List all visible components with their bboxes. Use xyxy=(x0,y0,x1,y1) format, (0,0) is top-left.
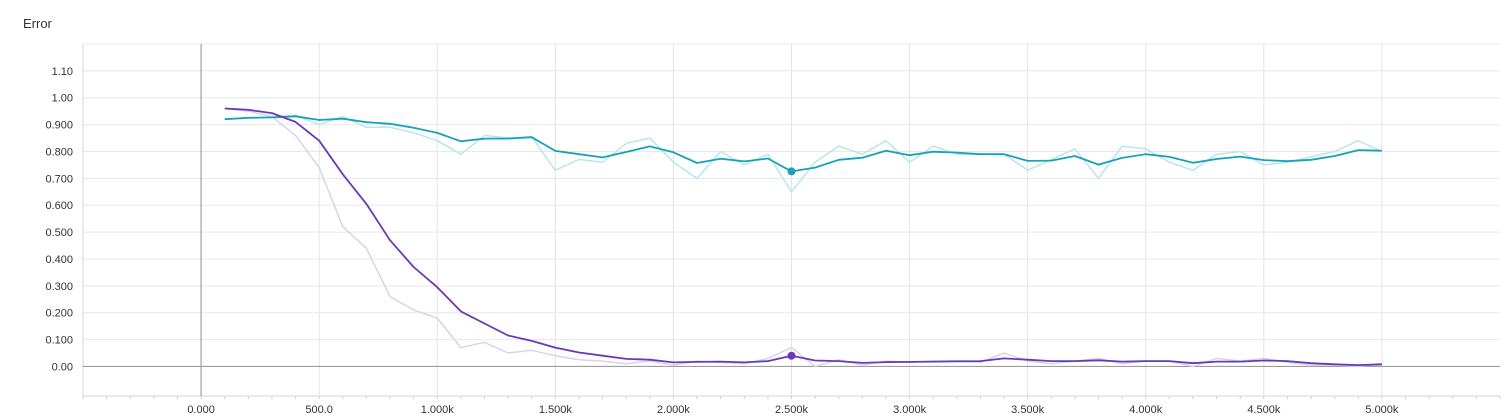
x-tick-label: 4.500k xyxy=(1247,404,1281,416)
x-tick-label: 2.500k xyxy=(775,404,809,416)
y-tick-label: 0.00 xyxy=(52,361,73,373)
y-tick-label: 1.10 xyxy=(52,66,73,78)
x-tick-label: 3.500k xyxy=(1011,404,1045,416)
y-tick-label: 0.900 xyxy=(45,120,73,132)
y-tick-label: 1.00 xyxy=(52,93,73,105)
raw-series-line-0 xyxy=(224,114,1383,193)
tick-label-layer: 0.000 500.0 1.000k 1.500k 2.000k 2.500k 3.000k… xyxy=(45,66,1398,416)
y-tick-label: 0.400 xyxy=(45,254,73,266)
grid-layer xyxy=(83,44,1500,396)
y-tick-label: 0.100 xyxy=(45,335,73,347)
y-tick-label: 0.600 xyxy=(45,200,73,212)
x-tick-label: 500.0 xyxy=(305,404,333,416)
smoothed-series-line-1 xyxy=(224,107,1382,367)
raw-series-line-1 xyxy=(224,107,1382,368)
y-tick-label: 0.800 xyxy=(45,146,73,158)
hover-point-1 xyxy=(787,351,796,360)
x-tick-label: 3.000k xyxy=(893,404,927,416)
x-tick-label: 1.000k xyxy=(421,404,455,416)
x-tick-label: 4.000k xyxy=(1129,404,1163,416)
y-tick-label: 0.700 xyxy=(45,173,73,185)
x-tick-label: 1.500k xyxy=(539,404,573,416)
x-tick-label: 2.000k xyxy=(657,404,691,416)
raw-series-layer xyxy=(224,107,1383,368)
smoothed-series-line-0 xyxy=(224,115,1382,173)
hover-marker-layer xyxy=(787,167,796,360)
chart-title: Error xyxy=(23,16,52,31)
smoothed-series-layer xyxy=(224,107,1382,367)
y-tick-label: 0.200 xyxy=(45,308,73,320)
hover-point-0 xyxy=(787,167,796,176)
y-tick-label: 0.300 xyxy=(45,281,73,293)
axis-layer xyxy=(82,43,1501,399)
x-tick-label: 0.000 xyxy=(187,404,215,416)
y-tick-label: 0.500 xyxy=(45,227,73,239)
x-tick-label: 5.000k xyxy=(1365,404,1399,416)
